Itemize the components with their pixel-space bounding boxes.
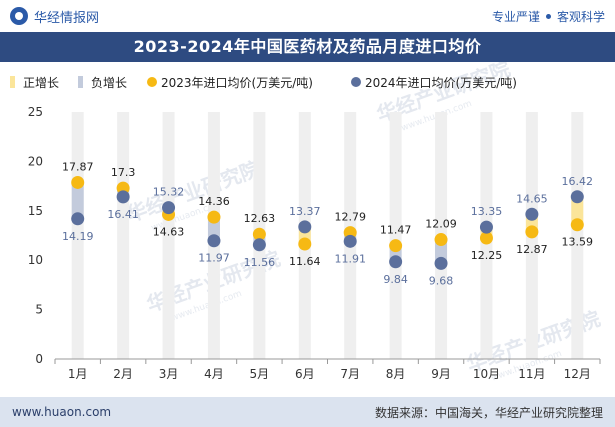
data-label-2024: 11.97 bbox=[198, 252, 230, 265]
x-tick-label: 6月 bbox=[295, 367, 315, 381]
point-2024 bbox=[343, 234, 357, 248]
point-2023 bbox=[71, 175, 85, 189]
data-label-2024: 15.32 bbox=[153, 186, 185, 199]
data-label-2023: 14.63 bbox=[153, 225, 185, 238]
legend-label-1: 负增长 bbox=[91, 76, 127, 90]
point-2023 bbox=[252, 227, 266, 241]
x-tick-label: 7月 bbox=[340, 367, 360, 381]
x-tick-label: 3月 bbox=[159, 367, 179, 381]
point-2024 bbox=[525, 207, 539, 221]
data-label-2024: 13.37 bbox=[289, 205, 321, 218]
data-label-2023: 17.3 bbox=[111, 166, 136, 179]
point-2023 bbox=[434, 233, 448, 247]
data-label-2023: 12.87 bbox=[516, 243, 548, 256]
legend-swatch-1 bbox=[78, 76, 83, 88]
data-label-2023: 12.25 bbox=[471, 249, 503, 262]
point-2024 bbox=[389, 255, 403, 269]
data-label-2023: 17.87 bbox=[62, 160, 94, 173]
legend-swatch-2 bbox=[147, 77, 157, 87]
chart-canvas: 华经产业研究院www.huaon.com华经产业研究院www.huaon.com… bbox=[10, 62, 603, 384]
data-label-2024: 13.35 bbox=[471, 205, 503, 218]
brand-logo: 华经情报网 bbox=[10, 7, 99, 26]
data-label-2024: 11.56 bbox=[244, 256, 276, 269]
data-label-2023: 12.79 bbox=[334, 211, 366, 224]
x-tick-label: 11月 bbox=[518, 367, 545, 381]
footer: www.huaon.com 数据来源：中国海关，华经产业研究院整理 bbox=[0, 397, 615, 427]
point-2024 bbox=[207, 234, 221, 248]
negative-change-bar bbox=[71, 182, 84, 219]
point-2023 bbox=[298, 237, 312, 251]
data-label-2023: 13.59 bbox=[562, 236, 594, 249]
point-2023 bbox=[525, 225, 539, 239]
x-tick-label: 10月 bbox=[473, 367, 500, 381]
x-tick-label: 1月 bbox=[68, 367, 88, 381]
point-2024 bbox=[116, 190, 130, 204]
legend-label-2: 2023年进口均价(万美元/吨) bbox=[161, 76, 313, 90]
data-label-2024: 16.41 bbox=[107, 208, 139, 221]
legend-swatch-3 bbox=[351, 77, 361, 87]
y-tick-label: 25 bbox=[28, 105, 43, 119]
point-2023 bbox=[389, 239, 403, 253]
legend-label-0: 正增长 bbox=[23, 76, 59, 90]
y-tick-label: 20 bbox=[28, 154, 43, 168]
data-label-2023: 11.64 bbox=[289, 255, 321, 268]
positive-change-bar bbox=[571, 196, 584, 225]
x-tick-label: 5月 bbox=[250, 367, 270, 381]
x-tick-label: 4月 bbox=[204, 367, 224, 381]
negative-change-bar bbox=[435, 239, 448, 264]
data-label-2024: 9.84 bbox=[383, 273, 408, 286]
data-label-2024: 9.68 bbox=[429, 274, 454, 287]
x-tick-label: 2月 bbox=[113, 367, 133, 381]
y-tick-label: 10 bbox=[28, 253, 43, 267]
bg-column bbox=[71, 112, 84, 359]
logo-icon bbox=[10, 7, 28, 25]
point-2024 bbox=[162, 201, 176, 215]
slogan-left: 专业严谨 bbox=[491, 9, 540, 24]
slogan: 专业严谨 客观科学 bbox=[492, 8, 605, 25]
x-tick-label: 8月 bbox=[386, 367, 406, 381]
data-label-2023: 11.47 bbox=[380, 224, 412, 237]
bg-column bbox=[162, 112, 175, 359]
dot-icon bbox=[545, 13, 551, 19]
legend-swatch-0 bbox=[10, 76, 15, 88]
bg-column bbox=[117, 112, 130, 359]
data-label-2024: 14.19 bbox=[62, 230, 94, 243]
footer-url[interactable]: www.huaon.com bbox=[12, 405, 112, 419]
point-2023 bbox=[479, 231, 493, 245]
y-tick-label: 5 bbox=[35, 303, 43, 317]
point-2024 bbox=[479, 220, 493, 234]
data-label-2024: 14.65 bbox=[516, 192, 548, 205]
point-2024 bbox=[252, 238, 266, 252]
data-label-2023: 12.63 bbox=[244, 212, 276, 225]
data-label-2023: 12.09 bbox=[425, 218, 457, 231]
legend-label-3: 2024年进口均价(万美元/吨) bbox=[365, 76, 517, 90]
slogan-right: 客观科学 bbox=[556, 9, 605, 24]
point-2023 bbox=[207, 210, 221, 224]
negative-change-bar bbox=[207, 217, 220, 241]
x-tick-label: 12月 bbox=[564, 367, 591, 381]
point-2023 bbox=[570, 218, 584, 232]
footer-source: 数据来源：中国海关，华经产业研究院整理 bbox=[374, 405, 603, 420]
logo-text: 华经情报网 bbox=[34, 10, 100, 26]
top-bar: 华经情报网 专业严谨 客观科学 bbox=[0, 0, 615, 32]
y-tick-label: 15 bbox=[28, 204, 43, 218]
data-label-2024: 16.42 bbox=[562, 175, 594, 188]
y-tick-label: 0 bbox=[35, 352, 43, 366]
data-label-2023: 14.36 bbox=[198, 195, 230, 208]
bg-column bbox=[389, 112, 402, 359]
bg-column bbox=[571, 112, 584, 359]
point-2024 bbox=[298, 220, 312, 234]
point-2024 bbox=[434, 256, 448, 270]
point-2024 bbox=[570, 190, 584, 204]
x-tick-label: 9月 bbox=[431, 367, 451, 381]
point-2024 bbox=[71, 212, 85, 226]
data-label-2024: 11.91 bbox=[334, 252, 366, 265]
chart-title: 2023-2024年中国医药材及药品月度进口均价 bbox=[0, 32, 615, 62]
